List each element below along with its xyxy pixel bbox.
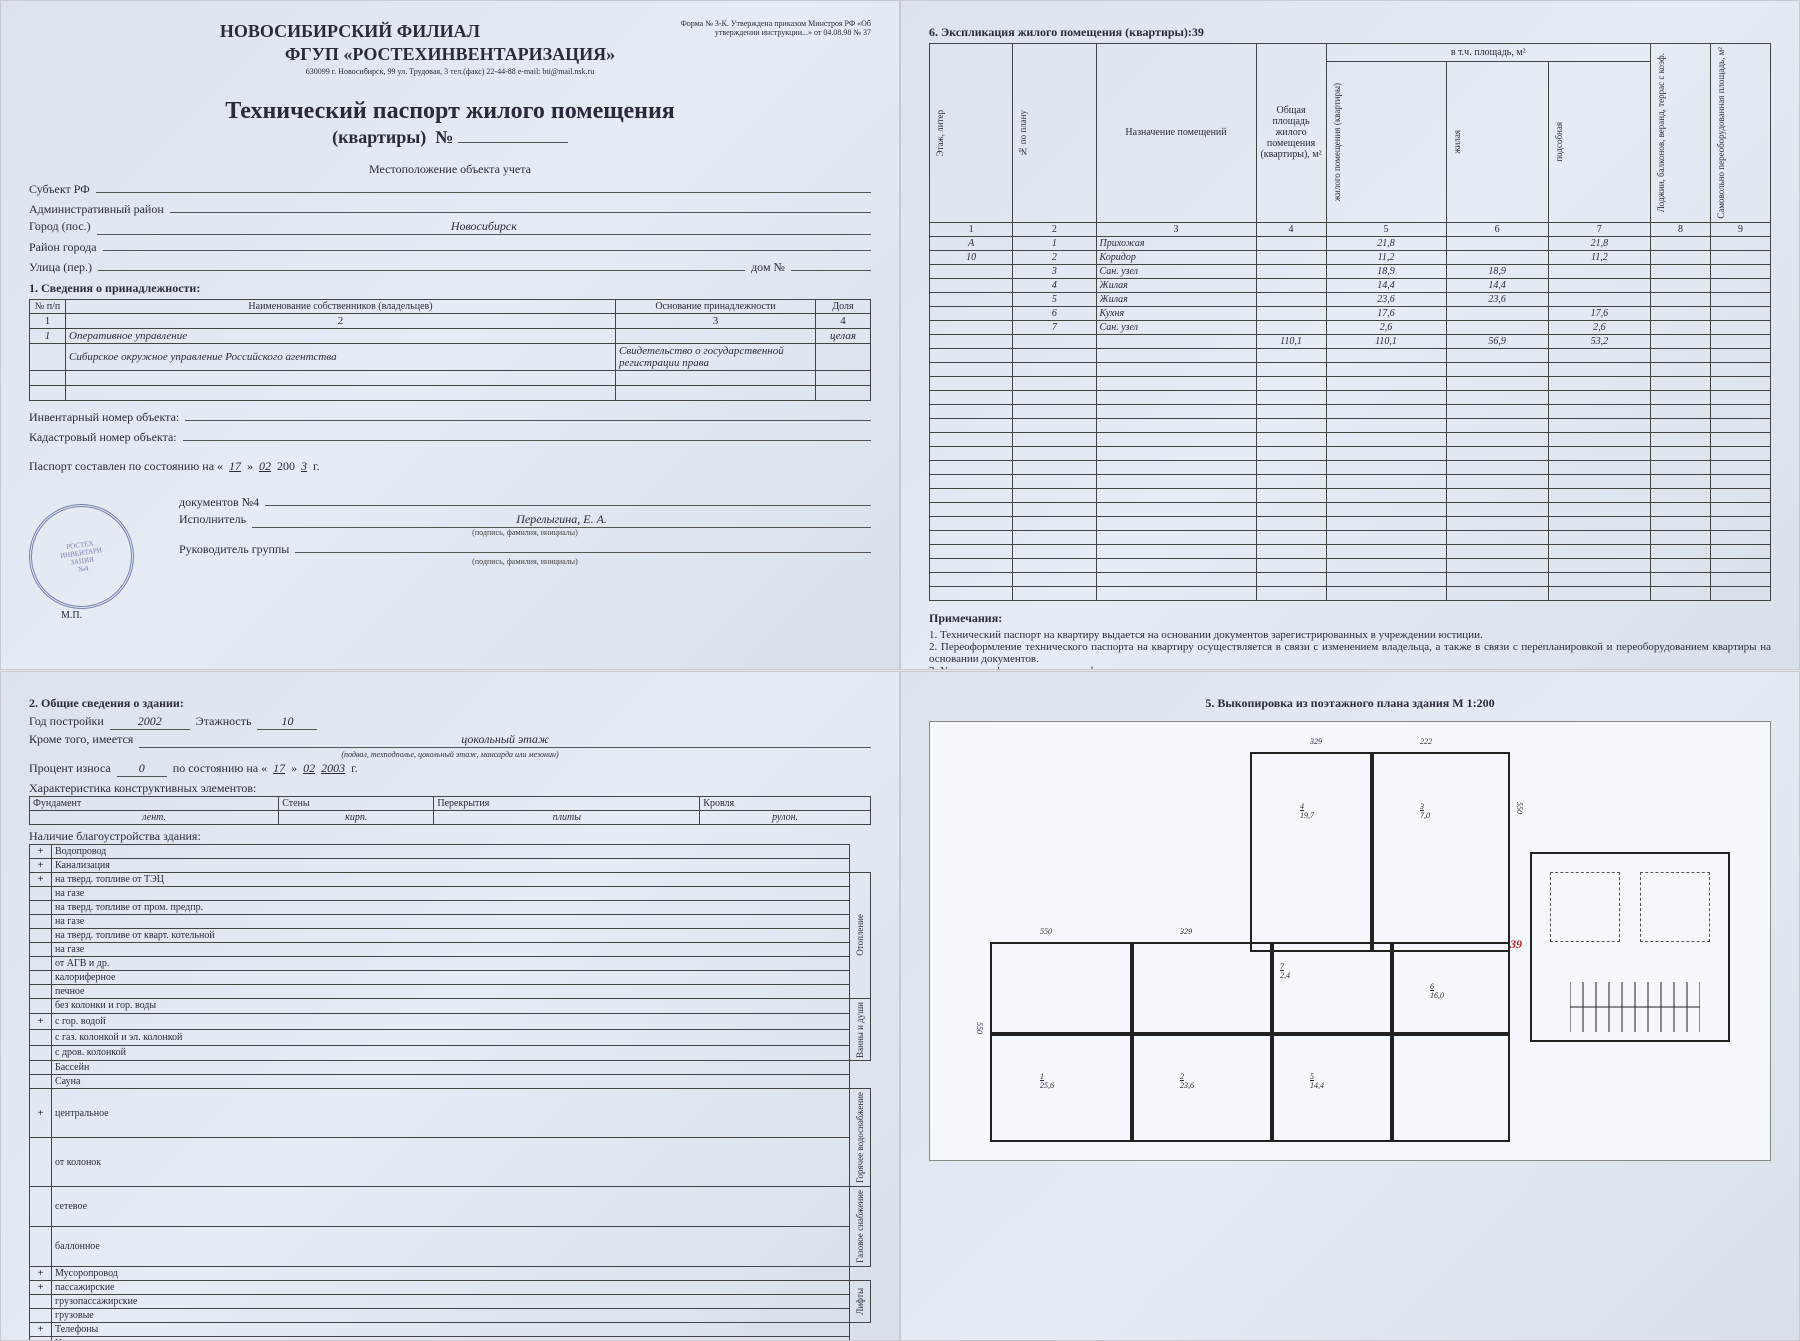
- doc-number-label: №: [435, 127, 453, 147]
- doc-number-field: [458, 129, 568, 143]
- stamp: РОСТЕХИНВЕНТАРИЗАЦИЯ№4: [22, 497, 141, 616]
- sec1-title: 1. Сведения о принадлежности:: [29, 281, 871, 296]
- doc-subtitle: (квартиры): [332, 127, 426, 147]
- org-name: ФГУП «РОСТЕХИНВЕНТАРИЗАЦИЯ»: [29, 44, 871, 65]
- sec6-title: 6. Экспликация жилого помещения (квартир…: [929, 25, 1771, 40]
- page-sec6: 6. Экспликация жилого помещения (квартир…: [900, 0, 1800, 670]
- page-cover: Форма № 3-К. Утверждена приказом Минстро…: [0, 0, 900, 670]
- page-sec2-4: 2. Общие сведения о здании: Год постройк…: [0, 671, 900, 1341]
- form-note: Форма № 3-К. Утверждена приказом Минстро…: [671, 19, 871, 37]
- unit-number: 39: [1510, 937, 1522, 952]
- sec1-table: № п/пНаименование собственников (владель…: [29, 299, 871, 401]
- location-header: Местоположение объекта учета: [29, 162, 871, 177]
- notes-body: 1. Технический паспорт на квартиру выдае…: [929, 629, 1771, 670]
- doc-title: Технический паспорт жилого помещения: [29, 98, 871, 125]
- floorplan: 39 419,7 37,0 125,6 223,6 514,4 616,0 72…: [929, 721, 1771, 1161]
- org-address: 630099 г. Новосибирск, 99 ул. Трудовая, …: [29, 67, 871, 76]
- sec6-table: Этаж, литер № по плану Назначение помеще…: [929, 43, 1771, 601]
- amenities-table: +Водопровод+Канализация+на тверд. топлив…: [29, 844, 871, 1341]
- page-sec5: 5. Выкопировка из поэтажного плана здани…: [900, 671, 1800, 1341]
